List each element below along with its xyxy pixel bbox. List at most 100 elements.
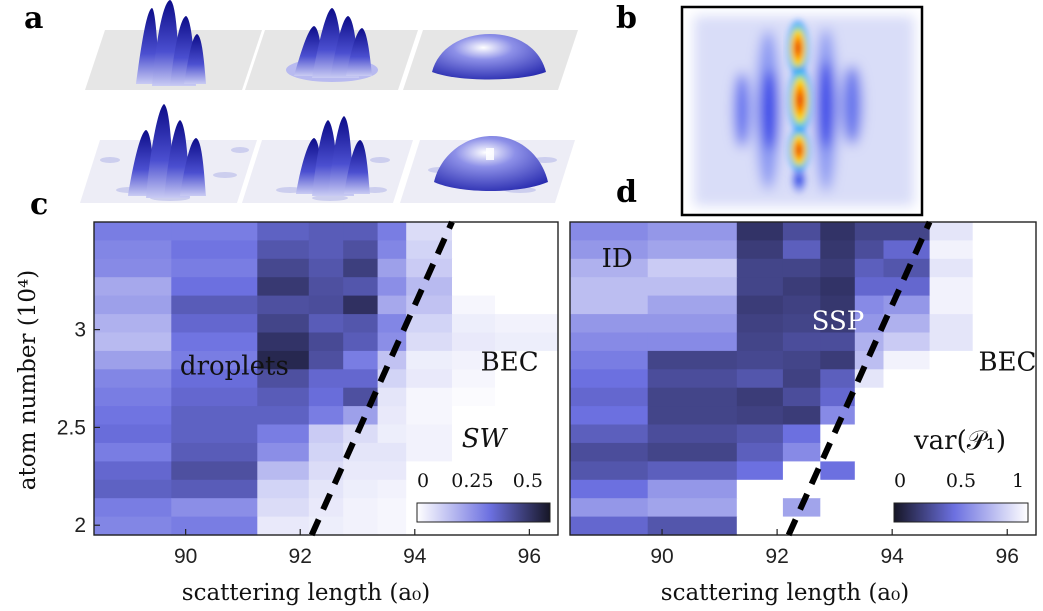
heatmap-cell bbox=[406, 479, 453, 499]
heatmap-cell bbox=[782, 479, 821, 499]
heatmap-cell bbox=[171, 277, 258, 297]
heatmap-panel-c: 90 92 94 96 2 2.5 3 droplets BEC SW 0 0.25 0.5 bbox=[57, 220, 559, 568]
heatmap-cell bbox=[647, 258, 738, 278]
heatmap-cell bbox=[343, 350, 379, 370]
heatmap-cell bbox=[854, 516, 885, 536]
heatmap-cell bbox=[883, 222, 931, 241]
heatmap-cell bbox=[782, 350, 821, 370]
heatmap-cell bbox=[736, 277, 784, 297]
heatmap-cell bbox=[343, 240, 379, 260]
heatmap-cell bbox=[94, 406, 172, 426]
heatmap-cell bbox=[94, 442, 172, 462]
heatmap-cell bbox=[854, 222, 885, 241]
heatmap-cell bbox=[406, 424, 453, 444]
panel-a-surfaces bbox=[80, 0, 578, 203]
x-tick-label: 90 bbox=[650, 545, 673, 568]
heatmap-cell bbox=[929, 350, 974, 370]
heatmap-cell bbox=[820, 295, 856, 315]
heatmap-cell bbox=[495, 240, 559, 260]
heatmap-cell bbox=[972, 295, 1037, 315]
heatmap-cell bbox=[171, 314, 258, 334]
heatmap-cell bbox=[257, 350, 310, 370]
heatmap-cell bbox=[820, 406, 856, 426]
heatmap-cell bbox=[929, 424, 974, 444]
heatmap-cell bbox=[782, 442, 821, 462]
heatmap-cell bbox=[495, 424, 559, 444]
heatmap-cell bbox=[820, 258, 856, 278]
heatmap-cell bbox=[820, 222, 856, 241]
heatmap-cell bbox=[647, 516, 738, 536]
heatmap-cell bbox=[377, 277, 407, 297]
heatmap-cell bbox=[820, 240, 856, 260]
y-tick-label: 2 bbox=[74, 514, 86, 537]
heatmap-cell bbox=[343, 258, 379, 278]
x-tick-label: 92 bbox=[289, 545, 312, 568]
heatmap-cell bbox=[820, 332, 856, 352]
heatmap-cell bbox=[929, 314, 974, 334]
heatmap-cell bbox=[452, 442, 496, 462]
heatmap-cell bbox=[452, 240, 496, 260]
heatmap-cell bbox=[171, 442, 258, 462]
heatmap-cell bbox=[377, 516, 407, 536]
heatmap-cell bbox=[736, 461, 784, 481]
heatmap-cell bbox=[854, 332, 885, 352]
heatmap-cell bbox=[647, 461, 738, 481]
heatmap-cell bbox=[883, 277, 931, 297]
heatmap-cell bbox=[343, 498, 379, 518]
heatmap-cell bbox=[854, 387, 885, 407]
heatmap-cell bbox=[377, 387, 407, 407]
heatmap-cell bbox=[883, 369, 931, 389]
heatmap-cell bbox=[406, 442, 453, 462]
heatmap-cell bbox=[308, 240, 344, 260]
heatmap-cell bbox=[343, 516, 379, 536]
peak-a4-4 bbox=[180, 138, 206, 196]
heatmap-cell bbox=[736, 498, 784, 518]
heatmap-cell bbox=[972, 332, 1037, 352]
heatmap-cell bbox=[308, 369, 344, 389]
dome-a6 bbox=[434, 136, 548, 191]
heatmap-cell bbox=[782, 222, 821, 241]
heatmap-cell bbox=[257, 387, 310, 407]
heatmap-cell bbox=[452, 424, 496, 444]
heatmap-cell bbox=[570, 516, 649, 536]
heatmap-cell bbox=[495, 295, 559, 315]
heatmap-cell bbox=[308, 258, 344, 278]
peak-a5-4 bbox=[344, 140, 370, 194]
heatmap-cell bbox=[452, 314, 496, 334]
heatmap-cell bbox=[94, 332, 172, 352]
peak-a1-1 bbox=[136, 8, 160, 84]
heatmap-cell bbox=[171, 222, 258, 241]
heatmap-cell bbox=[647, 350, 738, 370]
heatmap-cell bbox=[736, 314, 784, 334]
heatmap-cell bbox=[736, 258, 784, 278]
x-axis-label-d: scattering length (a₀) bbox=[661, 580, 909, 606]
colorbar-tick-label: 0.5 bbox=[946, 470, 976, 492]
heatmap-cell bbox=[929, 406, 974, 426]
heatmap-cell bbox=[257, 369, 310, 389]
heatmap-cell bbox=[736, 222, 784, 241]
heatmap-cell bbox=[854, 314, 885, 334]
heatmap-cell bbox=[929, 332, 974, 352]
heatmap-cell bbox=[452, 277, 496, 297]
heatmap-cell bbox=[406, 222, 453, 241]
colorbar-d bbox=[893, 502, 1029, 523]
colorbar-title-c: SW bbox=[462, 424, 509, 454]
heatmap-cell bbox=[308, 295, 344, 315]
x-tick-label: 94 bbox=[880, 545, 904, 568]
heatmap-cell bbox=[171, 461, 258, 481]
heatmap-cell bbox=[929, 369, 974, 389]
heatmap-cell bbox=[171, 516, 258, 536]
colorbar-tick-label: 0.5 bbox=[513, 470, 543, 492]
plot-frame-d bbox=[569, 221, 1037, 536]
heatmap-cell bbox=[257, 240, 310, 260]
phase-boundary-line bbox=[785, 220, 933, 537]
heatmap-cell bbox=[972, 240, 1037, 260]
heatmap-cell bbox=[854, 498, 885, 518]
peak-a2-4 bbox=[346, 28, 372, 76]
heatmap-cell bbox=[929, 479, 974, 499]
heatmap-cell bbox=[495, 442, 559, 462]
heatmap-cell bbox=[94, 240, 172, 260]
heatmap-cell bbox=[929, 387, 974, 407]
heatmap-cell bbox=[452, 479, 496, 499]
y-tick-label: 2.5 bbox=[57, 416, 86, 439]
